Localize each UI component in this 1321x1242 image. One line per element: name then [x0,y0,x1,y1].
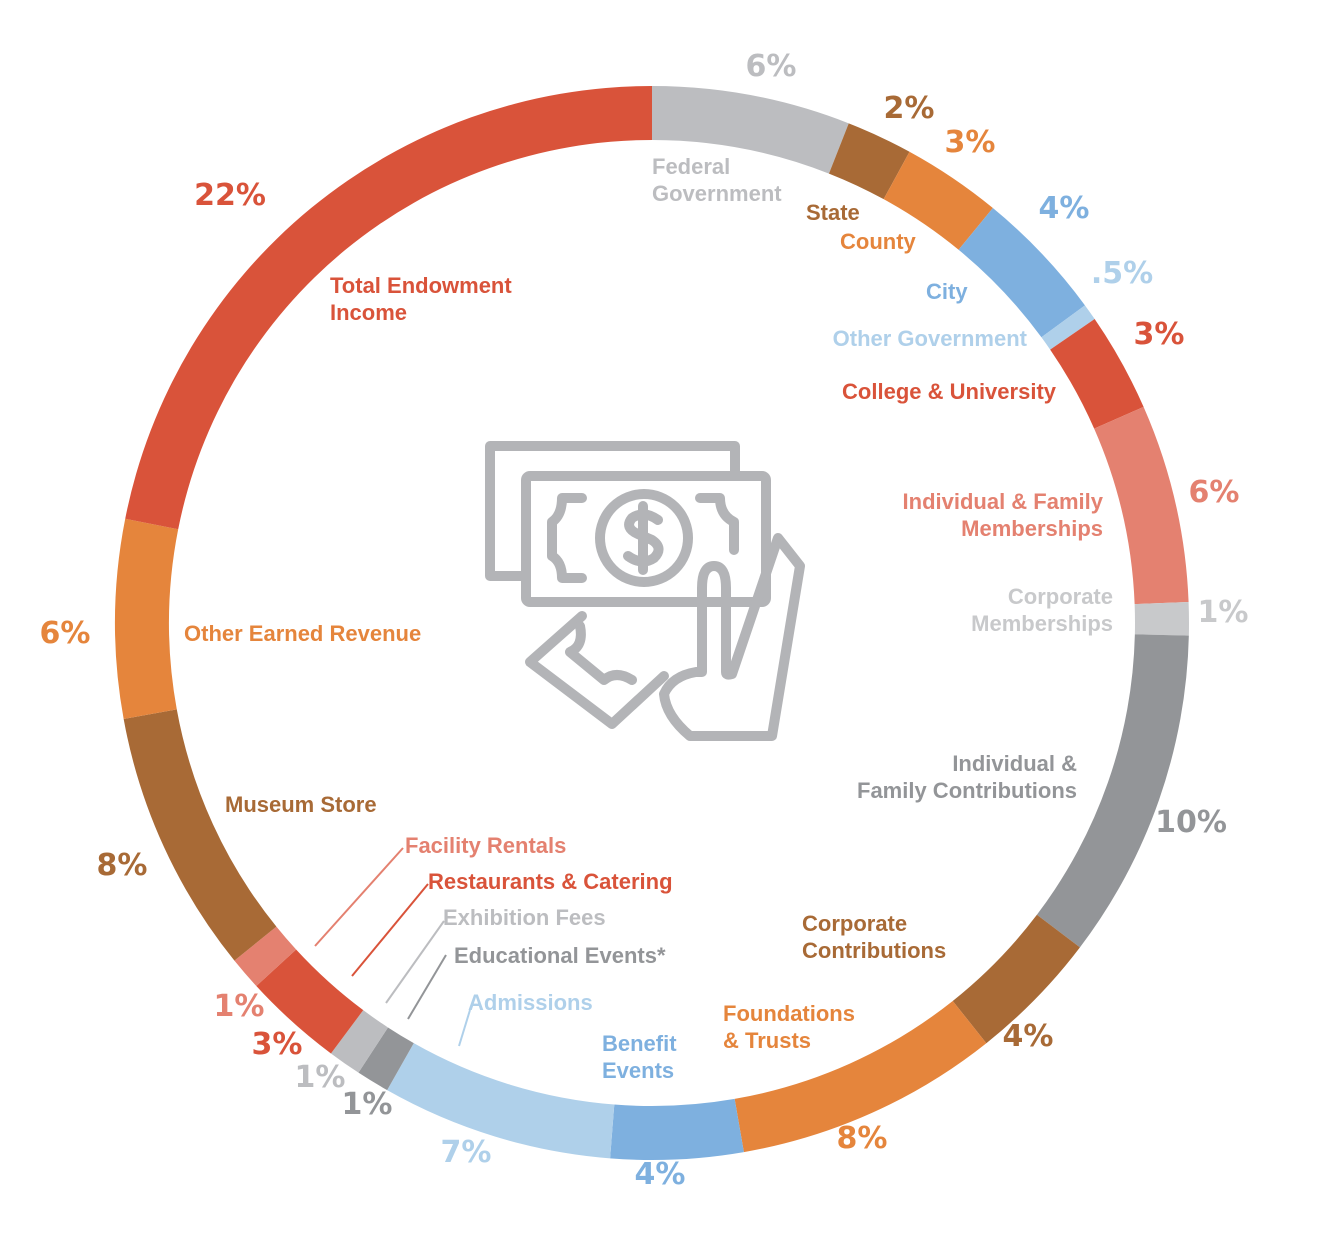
category-label-14: Exhibition Fees [443,905,606,930]
slice-18 [114,518,179,720]
slice-13 [358,1027,414,1091]
category-label-0: Federal Government [652,154,782,206]
leader-line-15 [351,883,429,977]
slice-7 [1134,602,1189,636]
leader-line-13 [407,954,447,1020]
slice-0 [652,86,849,174]
category-label-19: Total Endowment Income [330,273,512,325]
slice-1 [828,123,910,200]
percent-label-11: 4% [635,1157,686,1192]
percent-label-5: 3% [1134,317,1185,352]
category-label-11: Benefit Events [602,1031,677,1083]
category-label-1: State [806,200,860,225]
category-label-16: Facility Rentals [405,833,566,858]
leader-lines [314,847,471,1047]
category-label-7: Corporate Memberships [971,584,1113,636]
slice-3 [958,208,1085,338]
percent-label-4: .5% [1091,256,1153,291]
percent-label-1: 2% [884,91,935,126]
category-label-18: Other Earned Revenue [184,621,421,646]
category-label-5: College & University [842,379,1057,404]
percent-label-9: 4% [1003,1019,1054,1054]
percent-label-19: 22% [194,178,266,213]
leader-line-14 [385,920,445,1004]
slice-19 [125,86,653,530]
leader-line-12 [458,1009,471,1047]
percent-label-17: 8% [97,848,148,883]
percent-label-12: 7% [441,1135,492,1170]
percent-label-7: 1% [1198,595,1249,630]
category-label-9: Corporate Contributions [802,911,946,963]
category-label-2: County [840,229,917,254]
category-label-10: Foundations & Trusts [723,1001,855,1053]
slice-4 [1041,305,1095,350]
slice-10 [734,1000,987,1153]
category-label-4: Other Government [833,326,1028,351]
slice-5 [1050,319,1144,429]
percent-label-18: 6% [40,616,91,651]
slice-17 [123,709,277,961]
category-label-13: Educational Events* [454,943,666,968]
slice-12 [387,1043,615,1159]
slice-15 [256,949,364,1054]
percent-label-13: 1% [342,1087,393,1122]
slice-8 [1036,634,1189,948]
percent-label-14: 1% [295,1060,346,1095]
percent-label-15: 3% [252,1027,303,1062]
slice-11 [610,1098,744,1161]
percent-label-0: 6% [746,49,797,84]
percent-label-8: 10% [1155,805,1227,840]
slice-16 [234,926,297,987]
cash-in-hand-icon [485,441,805,741]
category-label-6: Individual & Family Memberships [903,489,1104,541]
percent-label-2: 3% [945,125,996,160]
slice-9 [952,914,1080,1044]
category-label-15: Restaurants & Catering [428,869,673,894]
donut-slices [114,86,1189,1161]
category-label-17: Museum Store [225,792,377,817]
slice-2 [883,151,993,250]
category-label-3: City [926,279,968,304]
leader-line-16 [314,847,404,947]
percent-label-10: 8% [837,1121,888,1156]
category-label-12: Admissions [468,990,593,1015]
percent-label-6: 6% [1189,475,1240,510]
category-labels: Federal Government State County City Other Go… [184,154,1113,1083]
category-label-8: Individual & Family Contributions [857,751,1077,803]
slice-6 [1094,406,1189,605]
percent-label-3: 4% [1039,191,1090,226]
percent-label-16: 1% [214,989,265,1024]
percent-labels: 6%2%3%4%.5%3%6%1%10%4%8%4%7%1%1%3%1%8%6%… [40,49,1249,1192]
slice-14 [330,1010,388,1073]
